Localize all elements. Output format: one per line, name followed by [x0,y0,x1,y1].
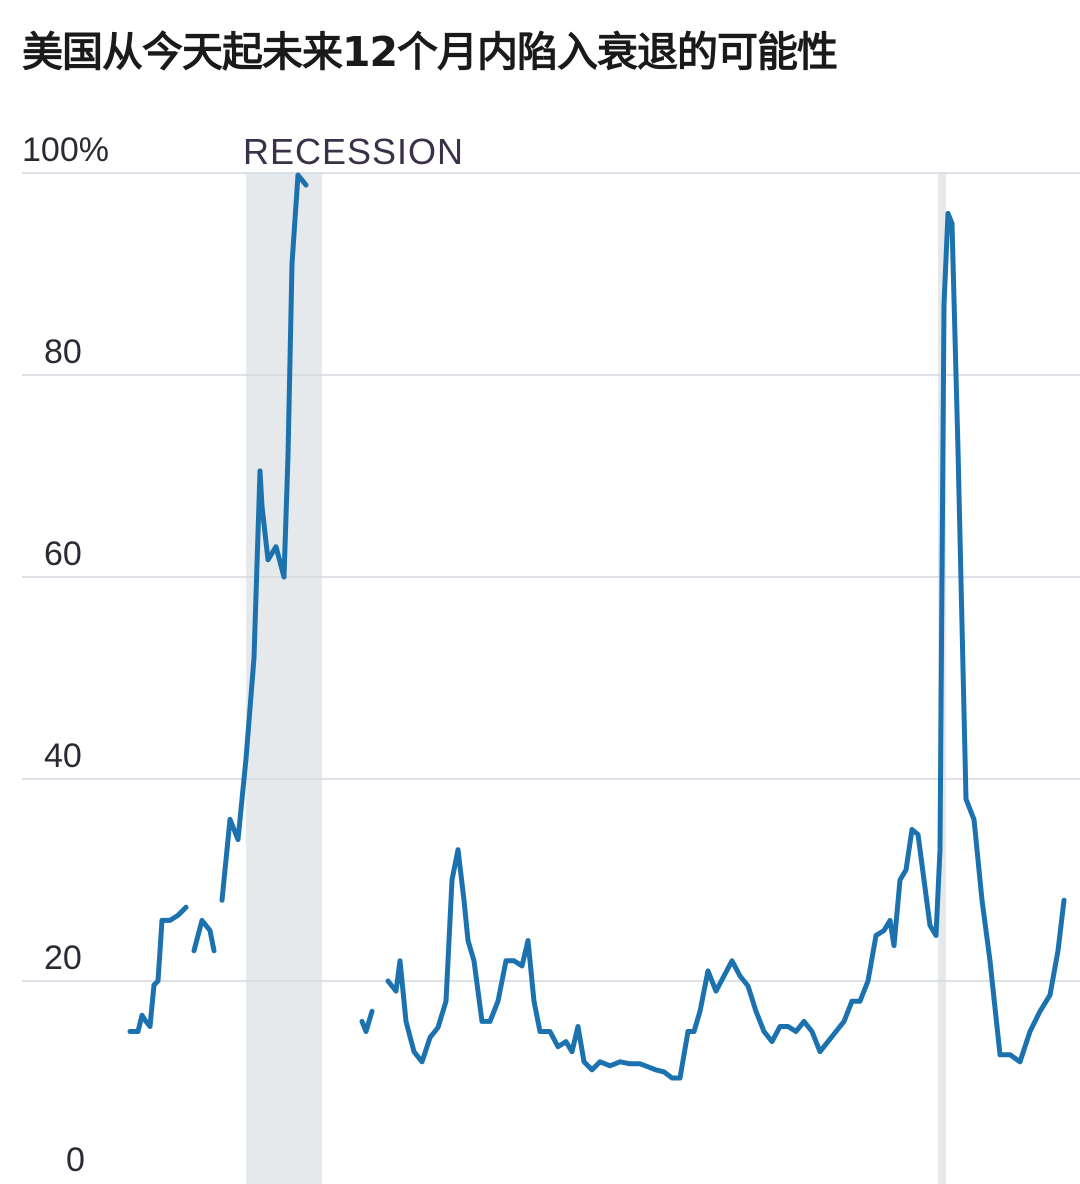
y-tick-label: 0 [66,1141,85,1179]
y-tick-label: 100% [22,131,109,169]
y-axis-ticks: 0 20 40 60 80 100% [22,131,109,1179]
series-segment-2 [219,172,309,903]
series-segment-1 [191,917,217,954]
chart-title: 美国从今天起未来12个月内陷入衰退的可能性 [22,28,838,76]
gridlines [22,172,1080,982]
recession-band-0 [246,173,322,1184]
y-tick-label: 80 [44,333,82,371]
y-tick-label: 20 [44,939,82,977]
series-segment-4 [385,210,1067,1081]
series-segment-0 [127,904,189,1034]
recession-bands [246,173,946,1184]
recession-label: RECESSION [243,131,464,172]
series-segment-3 [359,1008,375,1034]
y-tick-label: 60 [44,535,82,573]
probability-series [127,172,1067,1081]
y-tick-label: 40 [44,737,82,775]
